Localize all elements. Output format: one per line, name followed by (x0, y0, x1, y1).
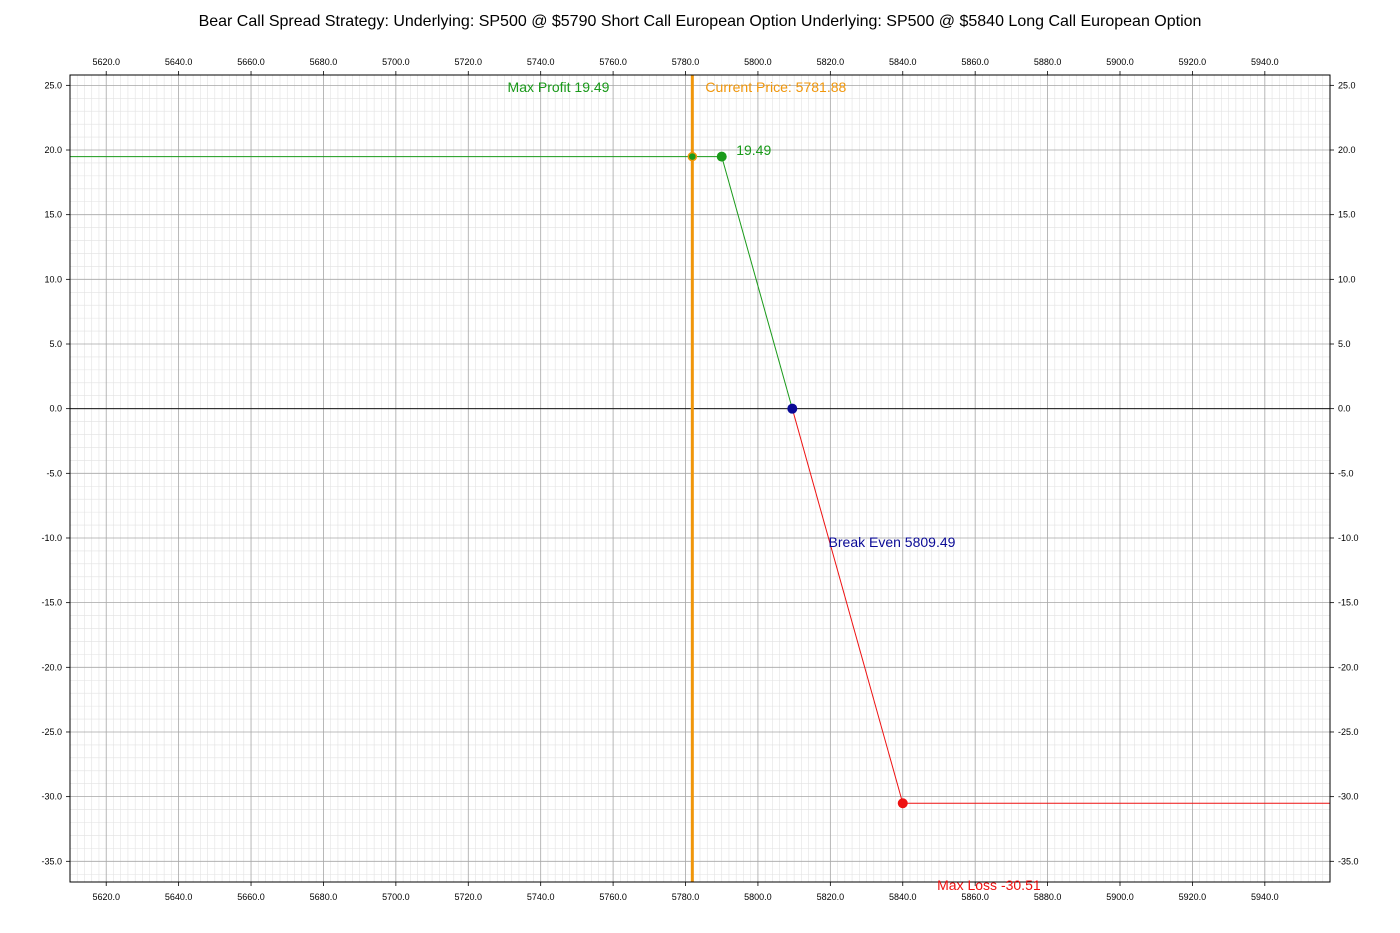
y-tick-label-right: -30.0 (1338, 792, 1359, 802)
marker-2 (716, 151, 727, 162)
y-tick-label-left: -35.0 (41, 856, 62, 866)
x-tick-label-top: 5700.0 (382, 57, 410, 67)
x-tick-label-top: 5860.0 (961, 57, 989, 67)
x-tick-label-top: 5740.0 (527, 57, 555, 67)
x-tick-label-top: 5780.0 (672, 57, 700, 67)
plot-frame (69, 74, 1331, 883)
chart-title: Bear Call Spread Strategy: Underlying: S… (198, 13, 1202, 30)
x-tick-label-bottom: 5920.0 (1179, 892, 1207, 902)
y-tick-label-right: 15.0 (1338, 210, 1356, 220)
y-tick-label-right: -10.0 (1338, 533, 1359, 543)
y-tick-label-left: 10.0 (44, 274, 62, 284)
annotation-4: Break Even 5809.49 (829, 534, 956, 550)
y-tick-label-left: 5.0 (49, 339, 62, 349)
x-tick-label-bottom: 5720.0 (455, 892, 483, 902)
x-tick-label-top: 5880.0 (1034, 57, 1062, 67)
y-tick-label-right: -15.0 (1338, 598, 1359, 608)
y-tick-label-left: 25.0 (44, 80, 62, 90)
x-tick-label-bottom: 5820.0 (817, 892, 845, 902)
x-tick-label-bottom: 5660.0 (237, 892, 265, 902)
annotation-3: 19.49 (736, 142, 771, 158)
marker-4 (897, 798, 908, 809)
y-tick-label-left: -15.0 (41, 598, 62, 608)
y-tick-label-left: 20.0 (44, 145, 62, 155)
y-tick-label-right: -35.0 (1338, 856, 1359, 866)
annotation-1: Max Profit 19.49 (508, 79, 610, 95)
y-tick-label-left: -30.0 (41, 792, 62, 802)
x-tick-label-top: 5920.0 (1179, 57, 1207, 67)
x-tick-label-bottom: 5680.0 (310, 892, 338, 902)
x-tick-label-bottom: 5780.0 (672, 892, 700, 902)
x-tick-label-top: 5720.0 (455, 57, 483, 67)
x-tick-label-top: 5640.0 (165, 57, 193, 67)
y-tick-label-right: -20.0 (1338, 662, 1359, 672)
x-tick-label-top: 5660.0 (237, 57, 265, 67)
x-tick-label-bottom: 5900.0 (1106, 892, 1134, 902)
x-tick-label-bottom: 5840.0 (889, 892, 917, 902)
x-tick-label-bottom: 5620.0 (92, 892, 120, 902)
y-tick-label-right: 5.0 (1338, 339, 1351, 349)
y-tick-label-right: 25.0 (1338, 80, 1356, 90)
annotation-5: Max Loss -30.51 (937, 877, 1041, 893)
y-tick-label-left: -25.0 (41, 727, 62, 737)
x-tick-label-bottom: 5860.0 (961, 892, 989, 902)
x-tick-label-bottom: 5800.0 (744, 892, 772, 902)
y-tick-label-left: -10.0 (41, 533, 62, 543)
x-tick-label-bottom: 5940.0 (1251, 892, 1279, 902)
x-tick-label-bottom: 5740.0 (527, 892, 555, 902)
x-tick-label-top: 5940.0 (1251, 57, 1279, 67)
y-tick-label-right: 0.0 (1338, 404, 1351, 414)
x-tick-label-top: 5620.0 (92, 57, 120, 67)
y-tick-label-left: 15.0 (44, 210, 62, 220)
y-tick-label-left: 0.0 (49, 404, 62, 414)
x-tick-label-top: 5840.0 (889, 57, 917, 67)
x-tick-label-top: 5680.0 (310, 57, 338, 67)
y-tick-label-right: 10.0 (1338, 274, 1356, 284)
marker-3 (787, 403, 798, 414)
x-tick-label-top: 5800.0 (744, 57, 772, 67)
marker-1 (687, 151, 698, 162)
y-tick-label-right: 20.0 (1338, 145, 1356, 155)
x-tick-label-top: 5820.0 (817, 57, 845, 67)
x-tick-label-bottom: 5700.0 (382, 892, 410, 902)
y-tick-label-left: -5.0 (46, 468, 62, 478)
y-tick-label-left: -20.0 (41, 662, 62, 672)
x-tick-label-bottom: 5760.0 (599, 892, 627, 902)
y-tick-label-right: -5.0 (1338, 468, 1354, 478)
x-tick-label-bottom: 5640.0 (165, 892, 193, 902)
x-tick-label-bottom: 5880.0 (1034, 892, 1062, 902)
x-tick-label-top: 5900.0 (1106, 57, 1134, 67)
annotation-2: Current Price: 5781.88 (705, 79, 846, 95)
y-tick-label-right: -25.0 (1338, 727, 1359, 737)
x-tick-label-top: 5760.0 (599, 57, 627, 67)
